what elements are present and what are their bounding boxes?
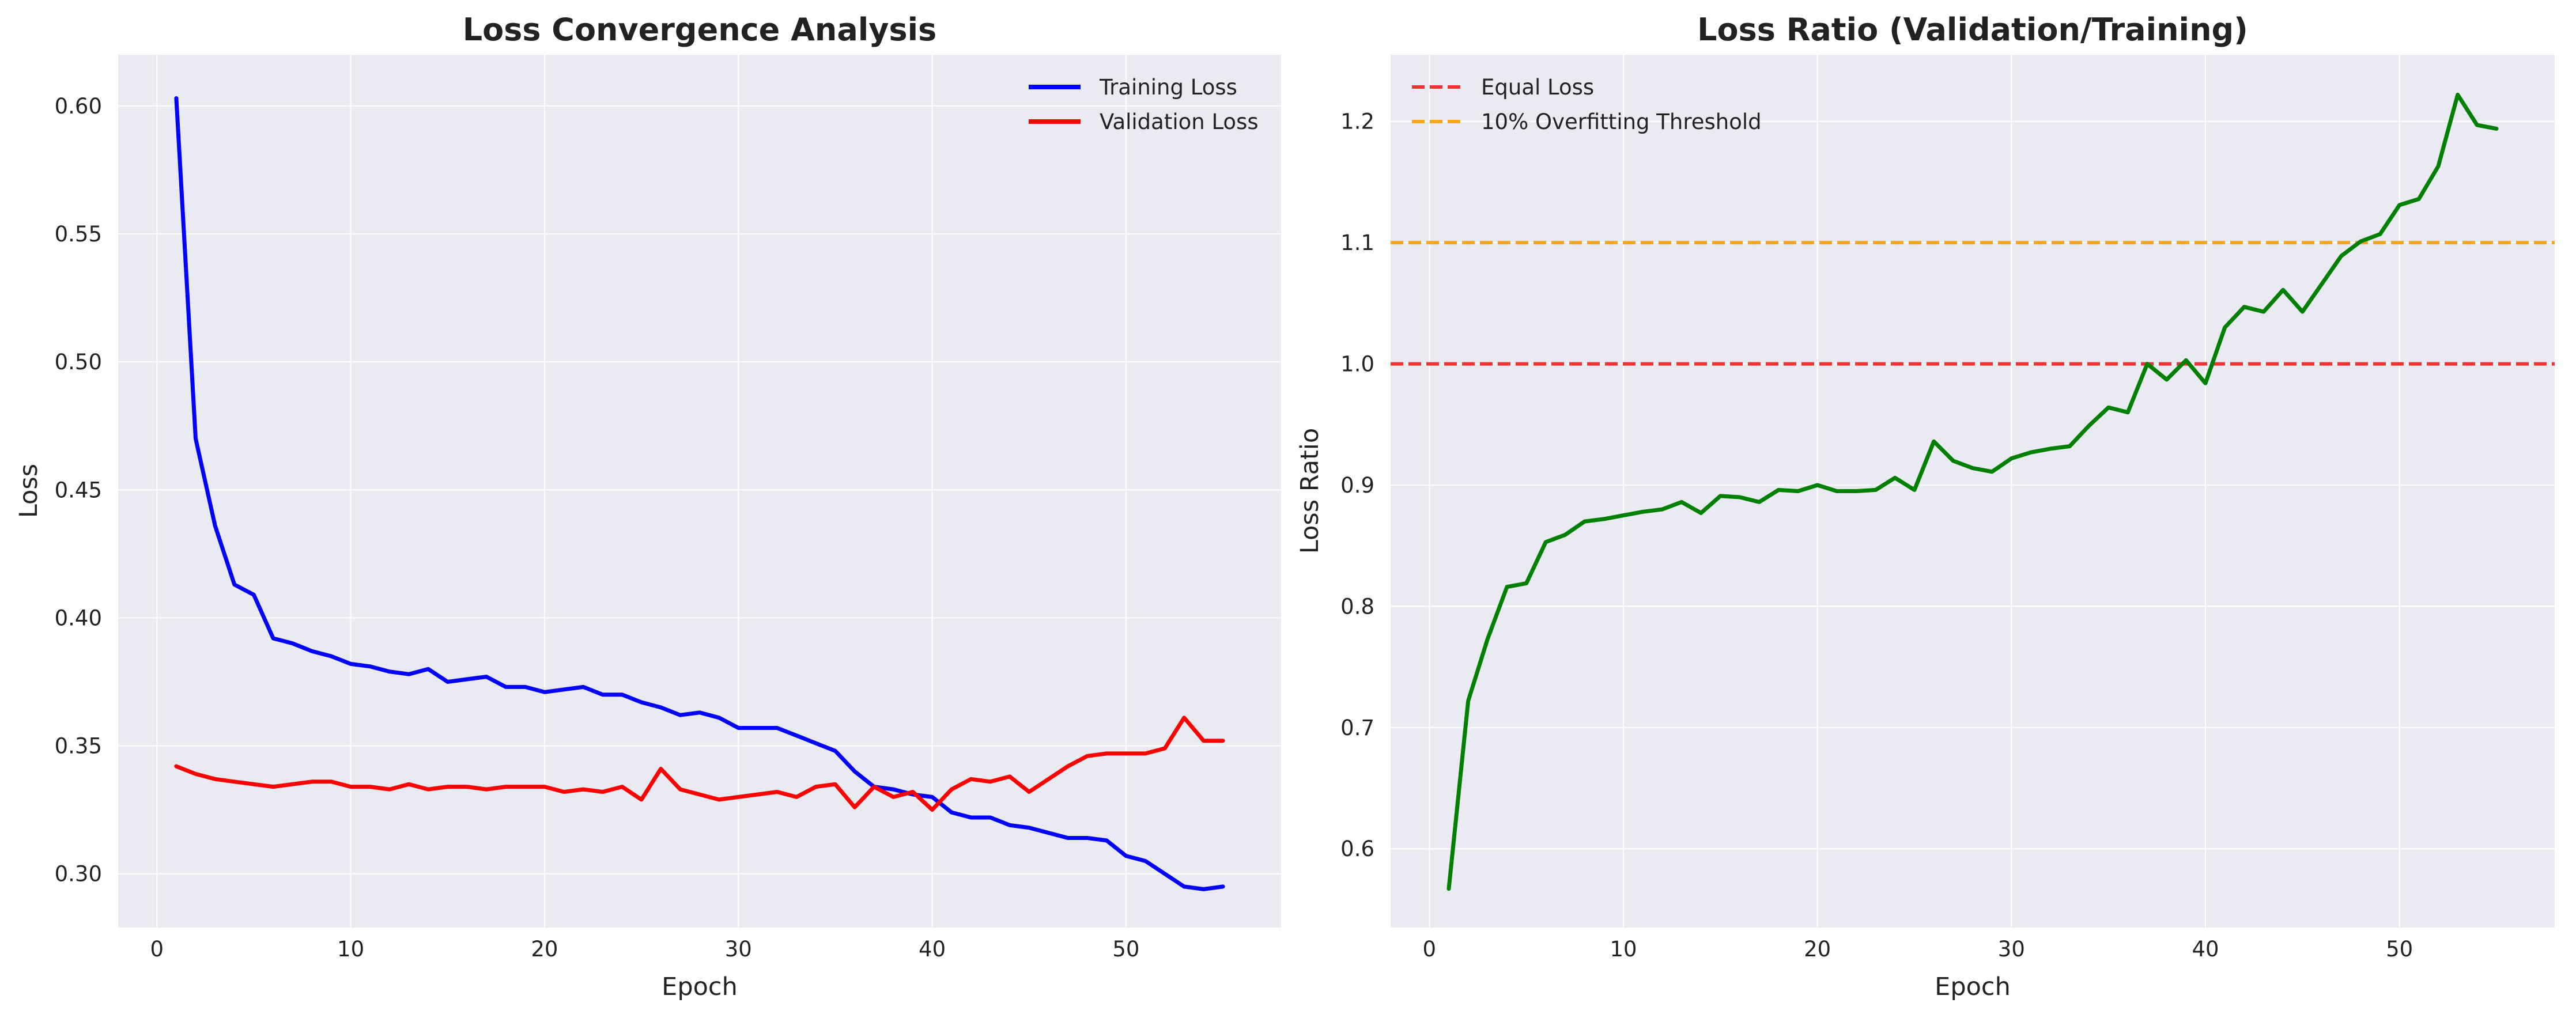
x-tick-label-loss: 0: [150, 937, 164, 962]
x-ticks-ratio: 0 10 20 30 40 50: [1423, 937, 2413, 962]
y-tick-label-loss: 0.40: [55, 605, 102, 630]
x-tick-label-loss: 20: [531, 937, 558, 962]
series-line-validation-loss: [174, 716, 1225, 812]
y-tick-label-ratio: 0.8: [1340, 594, 1374, 619]
y-tick-label-loss: 0.30: [55, 862, 102, 887]
series-loss: [174, 96, 1225, 891]
x-tick-label-ratio: 40: [2192, 937, 2219, 962]
y-tick-label-ratio: 1.0: [1340, 352, 1374, 377]
legend-loss: Training Loss Validation Loss: [1029, 75, 1259, 134]
x-ticks-loss: 0 10 20 30 40 50: [150, 937, 1139, 962]
series-line-ratio-series-0: [1446, 92, 2499, 891]
y-tick-label-loss: 0.60: [55, 94, 102, 119]
x-tick-label-loss: 50: [1112, 937, 1139, 962]
legend-label-overfitting-threshold: 10% Overfitting Threshold: [1481, 109, 1762, 134]
y-tick-label-ratio: 0.9: [1340, 473, 1374, 498]
y-ticks-loss: 0.30 0.35 0.40 0.45 0.50 0.55 0.60: [55, 94, 102, 887]
y-tick-label-ratio: 0.6: [1340, 837, 1374, 861]
chart-title-ratio: Loss Ratio (Validation/Training): [1697, 12, 2248, 48]
x-axis-label-loss: Epoch: [662, 972, 738, 1001]
loss-convergence-chart: 0 10 20 30 40 50 0.30 0.35 0.40 0.45 0.50 0.55 0.60…: [14, 12, 1281, 1001]
y-axis-label-ratio: Loss Ratio: [1295, 428, 1324, 554]
legend-label-training-loss: Training Loss: [1099, 75, 1237, 100]
x-tick-label-loss: 10: [337, 937, 364, 962]
y-tick-label-loss: 0.50: [55, 350, 102, 374]
chart-title-loss: Loss Convergence Analysis: [463, 12, 937, 48]
y-tick-label-loss: 0.35: [55, 734, 102, 759]
loss-ratio-chart: 0 10 20 30 40 50 0.6 0.7 0.8 0.9 1.0 1.1 1.2 Loss R…: [1295, 12, 2555, 1001]
plot-area-ratio: [1391, 55, 2555, 928]
y-tick-label-loss: 0.45: [55, 478, 102, 502]
series-ratio: [1446, 92, 2499, 891]
y-tick-label-ratio: 1.1: [1340, 230, 1374, 255]
legend-label-validation-loss: Validation Loss: [1100, 109, 1259, 134]
y-ticks-ratio: 0.6 0.7 0.8 0.9 1.0 1.1 1.2: [1340, 109, 1374, 861]
x-tick-label-loss: 30: [725, 937, 752, 962]
y-tick-label-loss: 0.55: [55, 222, 102, 247]
y-tick-label-ratio: 0.7: [1340, 716, 1374, 740]
y-tick-label-ratio: 1.2: [1340, 109, 1374, 134]
grid-loss: [118, 55, 1281, 928]
legend-ratio: Equal Loss 10% Overfitting Threshold: [1412, 75, 1762, 134]
series-line-training-loss: [174, 96, 1225, 891]
x-axis-label-ratio: Epoch: [1935, 972, 2011, 1001]
x-tick-label-loss: 40: [919, 937, 946, 962]
x-tick-label-ratio: 0: [1423, 937, 1437, 962]
x-tick-label-ratio: 30: [1998, 937, 2025, 962]
x-tick-label-ratio: 50: [2386, 937, 2413, 962]
y-axis-label-loss: Loss: [14, 464, 43, 518]
legend-label-equal-loss: Equal Loss: [1481, 75, 1594, 100]
x-tick-label-ratio: 20: [1804, 937, 1831, 962]
plot-area-loss: [118, 55, 1281, 928]
x-tick-label-ratio: 10: [1610, 937, 1637, 962]
